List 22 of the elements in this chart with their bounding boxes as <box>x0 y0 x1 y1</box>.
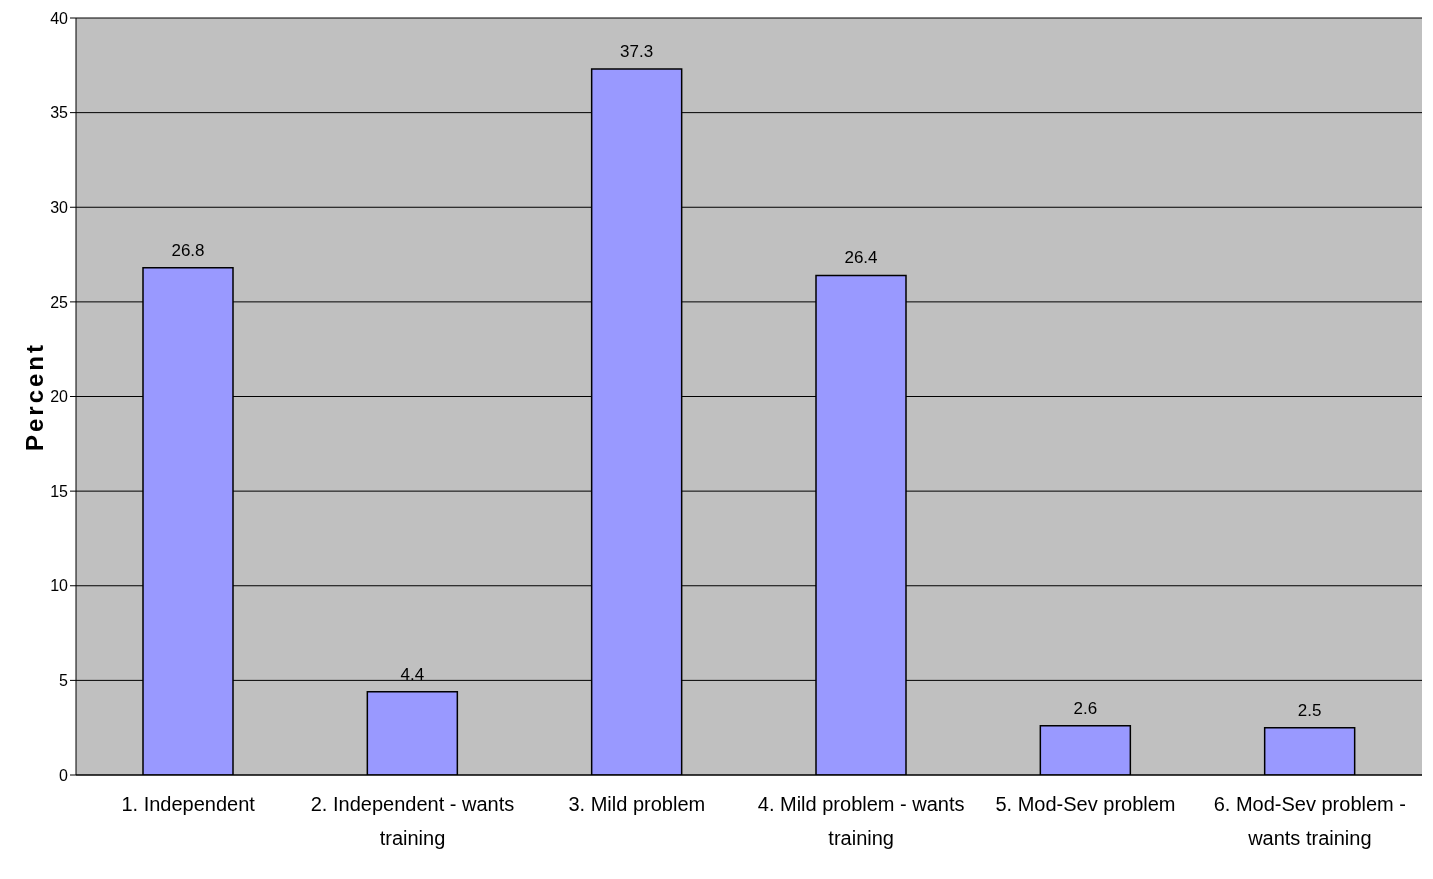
y-tick-label: 40 <box>50 9 69 27</box>
y-tick-label: 25 <box>50 293 69 311</box>
data-label: 37.3 <box>620 42 654 62</box>
y-tick-label: 20 <box>50 388 69 406</box>
y-tick-label: 30 <box>50 198 69 216</box>
x-tick-label: 5. Mod-Sev problem <box>995 793 1176 816</box>
data-label: 26.8 <box>171 240 205 260</box>
x-tick-label: 6. Mod-Sev problem - wants training <box>1213 793 1406 850</box>
x-tick-label: 1. Independent <box>121 793 256 816</box>
data-label: 26.4 <box>844 248 878 268</box>
data-label: 2.5 <box>1297 700 1322 720</box>
x-tick-label: 4. Mild problem - wants training <box>757 793 965 850</box>
data-label: 2.6 <box>1073 698 1098 718</box>
y-tick-label: 35 <box>50 104 69 122</box>
y-tick-label: 10 <box>50 577 69 595</box>
x-tick-label: 3. Mild problem <box>568 793 706 816</box>
y-tick-label: 5 <box>59 672 69 690</box>
y-axis-title: Percent <box>20 341 48 452</box>
data-label: 4.4 <box>400 664 425 684</box>
x-tick-label: 2. Independent - wants training <box>310 793 515 850</box>
y-tick-label: 0 <box>59 766 69 784</box>
y-tick-label: 15 <box>50 482 69 500</box>
